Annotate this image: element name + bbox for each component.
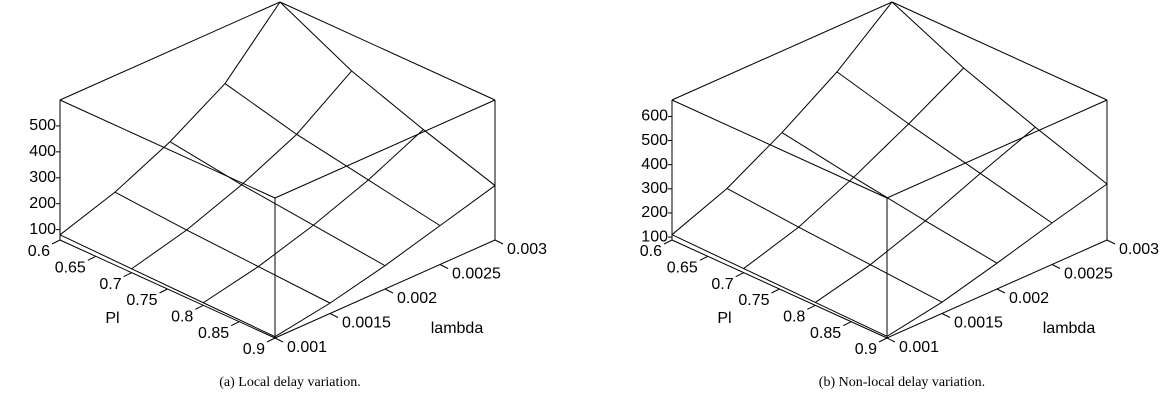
x-tick — [878, 337, 888, 343]
y-tick-label: 0.003 — [507, 241, 547, 258]
x-tick — [195, 304, 204, 310]
surface-line — [114, 191, 331, 304]
z-tick-label: 400 — [29, 143, 56, 160]
x-tick — [230, 321, 240, 327]
x-tick-label: 0.8 — [783, 309, 805, 326]
x-tick — [159, 288, 168, 294]
z-tick-label: 300 — [29, 169, 56, 186]
x-tick — [699, 255, 709, 261]
y-tick — [494, 239, 504, 245]
surface-line — [224, 83, 441, 227]
y-tick — [384, 288, 394, 294]
x-tick-label: 0.7 — [99, 276, 121, 293]
z-tick-label: 100 — [641, 228, 668, 245]
y-tick — [1106, 239, 1116, 245]
x-tick-label: 0.6 — [640, 243, 662, 260]
surface-line — [59, 1, 281, 236]
box-edge — [59, 99, 276, 199]
y-tick — [439, 264, 449, 269]
box-edge — [279, 1, 496, 101]
y-tick — [886, 337, 896, 343]
surface-line — [891, 1, 1108, 185]
box-edge — [891, 1, 1108, 101]
surface-line — [203, 129, 424, 304]
surface-line — [781, 132, 998, 264]
x-tick — [87, 255, 97, 261]
surface-line — [671, 234, 888, 337]
surface-line — [671, 1, 893, 236]
y-tick-label: 0.002 — [397, 290, 437, 307]
surface-line — [131, 70, 353, 270]
surface-line — [169, 141, 386, 267]
z-tick-label: 300 — [641, 180, 668, 197]
x-axis-label: Pl — [105, 310, 119, 327]
surface-line — [726, 188, 943, 303]
x-tick — [771, 288, 780, 294]
y-tick — [329, 313, 339, 318]
y-tick-label: 0.0015 — [342, 315, 391, 332]
x-tick — [123, 272, 132, 278]
z-tick-label: 200 — [641, 204, 668, 221]
x-tick — [842, 321, 852, 327]
x-tick-label: 0.9 — [855, 341, 877, 358]
x-tick — [266, 337, 276, 343]
box-edge — [886, 99, 1108, 199]
x-tick-label: 0.65 — [667, 260, 698, 277]
box-edge — [671, 1, 893, 101]
x-axis-label: Pl — [717, 310, 731, 327]
x-tick-label: 0.8 — [171, 309, 193, 326]
surface-line — [279, 1, 496, 186]
y-tick — [996, 288, 1006, 294]
x-tick-label: 0.85 — [198, 325, 229, 342]
x-tick-label: 0.65 — [55, 260, 86, 277]
box-edge — [671, 99, 888, 199]
z-tick-label: 600 — [641, 108, 668, 125]
x-tick — [51, 239, 61, 245]
y-tick-label: 0.0025 — [1064, 266, 1113, 283]
x-tick — [663, 239, 673, 245]
y-tick-label: 0.0025 — [452, 266, 501, 283]
x-tick — [735, 272, 744, 278]
x-tick-label: 0.75 — [126, 292, 157, 309]
x-tick-label: 0.7 — [711, 276, 733, 293]
y-axis-label: lambda — [1043, 320, 1096, 337]
box-edge — [59, 1, 281, 101]
box-edge — [274, 99, 496, 199]
caption: (b) Non-local delay variation. — [819, 375, 985, 390]
surface-line — [886, 183, 1108, 337]
z-tick-label: 100 — [29, 221, 56, 238]
surface-line — [59, 234, 276, 338]
x-tick-label: 0.85 — [810, 325, 841, 342]
y-tick — [274, 337, 284, 343]
x-tick-label: 0.9 — [243, 341, 265, 358]
y-tick — [941, 313, 951, 318]
surface-line — [836, 71, 1053, 224]
y-tick — [1051, 264, 1061, 269]
x-tick-label: 0.6 — [28, 243, 50, 260]
y-tick-label: 0.002 — [1009, 290, 1049, 307]
z-tick-label: 500 — [641, 132, 668, 149]
caption: (a) Local delay variation. — [219, 375, 360, 390]
surface-line — [743, 67, 965, 269]
z-tick-label: 200 — [29, 195, 56, 212]
y-tick-label: 0.001 — [899, 339, 939, 356]
x-tick — [807, 304, 816, 310]
y-tick-label: 0.001 — [287, 339, 327, 356]
y-tick-label: 0.0015 — [954, 315, 1003, 332]
surface-line — [815, 126, 1036, 303]
z-tick-label: 400 — [641, 156, 668, 173]
y-tick-label: 0.003 — [1119, 241, 1159, 258]
y-axis-label: lambda — [431, 320, 484, 337]
x-tick-label: 0.75 — [738, 292, 769, 309]
z-tick-label: 500 — [29, 117, 56, 134]
